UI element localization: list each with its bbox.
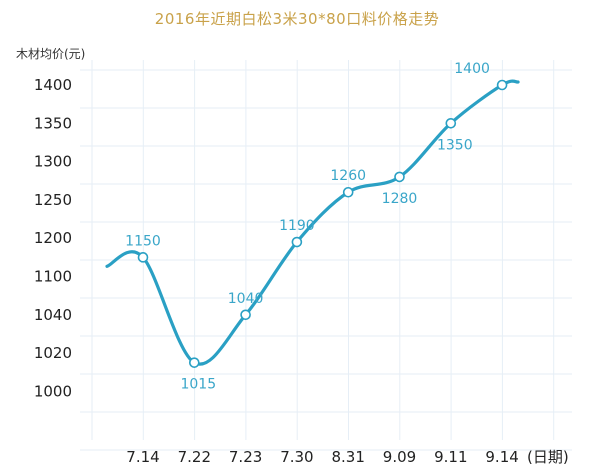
- data-point: [445, 118, 457, 129]
- y-tick-label: 1400: [34, 76, 72, 94]
- data-point: [189, 357, 200, 368]
- y-tick-label: 1300: [34, 153, 72, 171]
- x-tick-label: 9.14: [485, 448, 518, 466]
- y-tick-label: 1040: [34, 306, 72, 324]
- data-label: 1190: [279, 218, 315, 234]
- y-tick-label: 1250: [34, 191, 72, 209]
- y-tick-label: 1100: [34, 268, 72, 286]
- data-label: 1040: [228, 291, 264, 307]
- chart-title: 2016年近期白松3米30*80口料价格走势: [154, 10, 440, 28]
- x-tick-label: 8.31: [331, 448, 364, 466]
- data-label: 1280: [382, 191, 418, 207]
- data-point: [240, 309, 251, 321]
- x-tick-label: 9.11: [434, 448, 467, 466]
- data-label: 1260: [330, 168, 366, 184]
- x-tick-label: 7.30: [280, 448, 313, 466]
- data-point: [496, 79, 508, 91]
- y-tick-label: 1000: [34, 382, 72, 400]
- x-tick-label: 9.09: [383, 448, 416, 466]
- data-label: 1015: [180, 377, 216, 393]
- x-tick-label: 7.14: [126, 448, 159, 466]
- data-point: [291, 236, 303, 248]
- x-tick-label: 7.22: [178, 448, 211, 466]
- x-tick-label: 7.23: [229, 448, 262, 466]
- data-label: 1400: [454, 61, 490, 77]
- y-axis-label: 木材均价(元): [16, 47, 86, 61]
- y-tick-label: 1020: [34, 344, 72, 362]
- y-tick-label: 1200: [34, 229, 72, 247]
- data-label: 1350: [437, 137, 473, 153]
- data-label: 1150: [125, 233, 161, 249]
- y-tick-label: 1350: [34, 114, 72, 132]
- data-point: [342, 186, 354, 198]
- data-point: [137, 252, 149, 263]
- price-series-line: [105, 79, 520, 366]
- x-axis-label: (日期): [527, 448, 569, 466]
- data-point: [394, 171, 405, 183]
